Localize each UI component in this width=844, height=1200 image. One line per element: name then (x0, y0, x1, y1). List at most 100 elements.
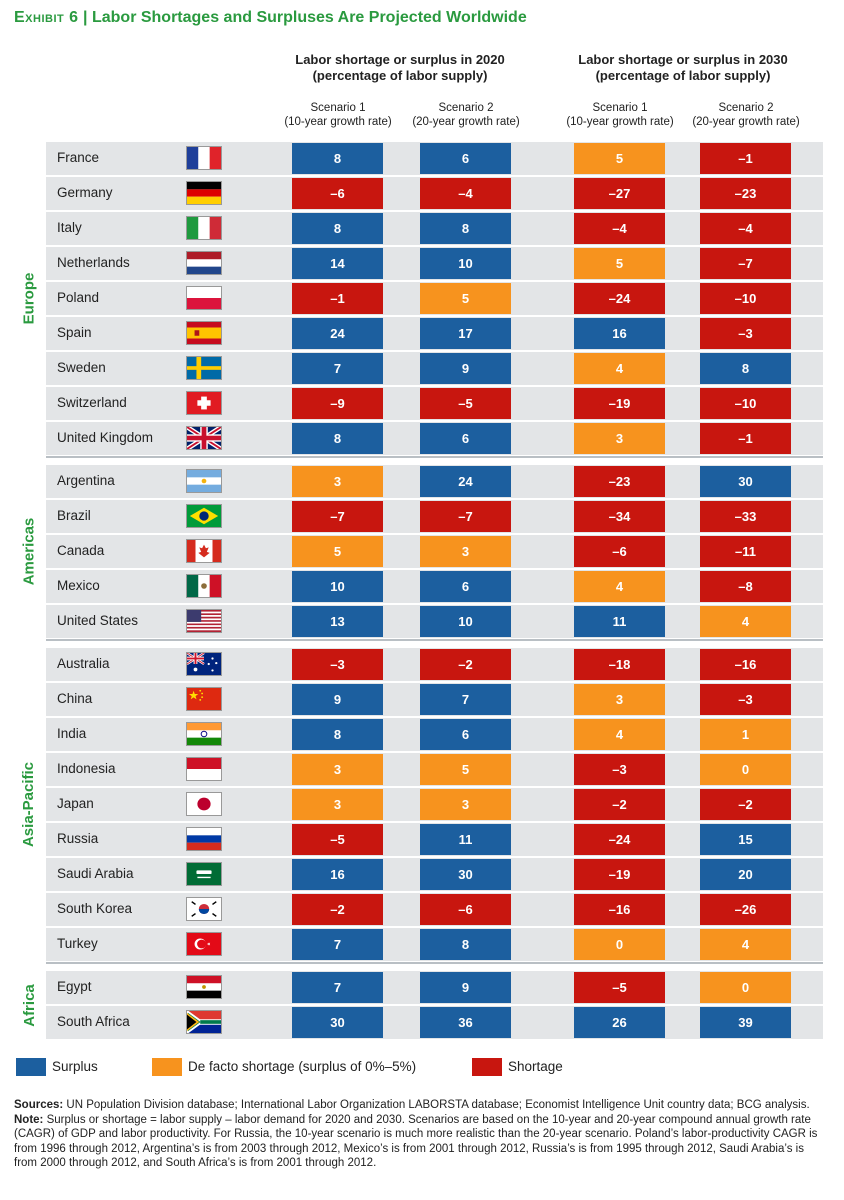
country-label-saudi-arabia: Saudi Arabia (57, 866, 134, 881)
value-cell-russia-2020-scenario-1: –5 (292, 824, 383, 855)
united-kingdom-flag-icon (186, 426, 222, 450)
india-flag-icon (186, 722, 222, 746)
sources-label: Sources: (14, 1099, 64, 1111)
value-cell-japan-2030-scenario-2: –2 (700, 789, 791, 820)
brazil-flag-icon (186, 504, 222, 528)
header-2020-scenario-1: Scenario 1 (10-year growth rate) (284, 102, 392, 128)
header-2030: Labor shortage or surplus in 2030 (perce… (578, 52, 788, 83)
note-line: Note: Surplus or shortage = labor supply… (14, 1113, 824, 1171)
value-cell-germany-2020-scenario-2: –4 (420, 178, 511, 209)
value-cell-spain-2030-scenario-2: –3 (700, 318, 791, 349)
poland-flag-icon (186, 286, 222, 310)
country-label-australia: Australia (57, 656, 110, 671)
title-separator: | (83, 9, 88, 26)
value-cell-france-2020-scenario-2: 6 (420, 143, 511, 174)
value-cell-netherlands-2030-scenario-2: –7 (700, 248, 791, 279)
value-cell-poland-2020-scenario-1: –1 (292, 283, 383, 314)
value-cell-china-2030-scenario-2: –3 (700, 684, 791, 715)
value-cell-spain-2020-scenario-1: 24 (292, 318, 383, 349)
value-cell-mexico-2020-scenario-2: 6 (420, 571, 511, 602)
sweden-flag-icon (186, 356, 222, 380)
value-cell-egypt-2030-scenario-1: –5 (574, 972, 665, 1003)
value-cell-italy-2030-scenario-1: –4 (574, 213, 665, 244)
turkey-flag-icon (186, 932, 222, 956)
value-cell-south-africa-2030-scenario-1: 26 (574, 1007, 665, 1038)
value-cell-argentina-2020-scenario-2: 24 (420, 466, 511, 497)
value-cell-saudi-arabia-2020-scenario-2: 30 (420, 859, 511, 890)
value-cell-saudi-arabia-2020-scenario-1: 16 (292, 859, 383, 890)
value-cell-canada-2020-scenario-1: 5 (292, 536, 383, 567)
value-cell-indonesia-2030-scenario-2: 0 (700, 754, 791, 785)
value-cell-france-2020-scenario-1: 8 (292, 143, 383, 174)
value-cell-canada-2030-scenario-2: –11 (700, 536, 791, 567)
country-label-russia: Russia (57, 831, 99, 846)
value-cell-united-kingdom-2020-scenario-1: 8 (292, 423, 383, 454)
value-cell-australia-2020-scenario-2: –2 (420, 649, 511, 680)
australia-flag-icon (186, 652, 222, 676)
value-cell-canada-2030-scenario-1: –6 (574, 536, 665, 567)
country-label-spain: Spain (57, 325, 92, 340)
value-cell-indonesia-2020-scenario-1: 3 (292, 754, 383, 785)
japan-flag-icon (186, 792, 222, 816)
value-cell-united-states-2030-scenario-2: 4 (700, 606, 791, 637)
mexico-flag-icon (186, 574, 222, 598)
region-separator (46, 639, 823, 641)
country-label-germany: Germany (57, 185, 113, 200)
country-label-china: China (57, 691, 93, 706)
value-cell-united-states-2030-scenario-1: 11 (574, 606, 665, 637)
country-label-italy: Italy (57, 220, 82, 235)
legend-shortage-label: Shortage (508, 1059, 563, 1074)
value-cell-south-korea-2020-scenario-1: –2 (292, 894, 383, 925)
switzerland-flag-icon (186, 391, 222, 415)
value-cell-australia-2030-scenario-1: –18 (574, 649, 665, 680)
value-cell-sweden-2020-scenario-2: 9 (420, 353, 511, 384)
value-cell-argentina-2030-scenario-2: 30 (700, 466, 791, 497)
country-label-south-africa: South Africa (57, 1014, 130, 1029)
value-cell-switzerland-2020-scenario-1: –9 (292, 388, 383, 419)
france-flag-icon (186, 146, 222, 170)
value-cell-italy-2030-scenario-2: –4 (700, 213, 791, 244)
value-cell-united-kingdom-2030-scenario-2: –1 (700, 423, 791, 454)
value-cell-india-2020-scenario-1: 8 (292, 719, 383, 750)
value-cell-china-2030-scenario-1: 3 (574, 684, 665, 715)
header-2020-scenario-2: Scenario 2 (20-year growth rate) (412, 102, 520, 128)
header-2020: Labor shortage or surplus in 2020 (perce… (295, 52, 505, 83)
value-cell-netherlands-2020-scenario-2: 10 (420, 248, 511, 279)
value-cell-south-africa-2020-scenario-1: 30 (292, 1007, 383, 1038)
value-cell-brazil-2030-scenario-2: –33 (700, 501, 791, 532)
value-cell-egypt-2020-scenario-2: 9 (420, 972, 511, 1003)
legend-defacto-label: De facto shortage (surplus of 0%–5%) (188, 1059, 417, 1074)
country-label-india: India (57, 726, 87, 741)
country-label-japan: Japan (57, 796, 94, 811)
value-cell-brazil-2020-scenario-1: –7 (292, 501, 383, 532)
note-text: Surplus or shortage = labor supply – lab… (14, 1113, 818, 1170)
value-cell-netherlands-2020-scenario-1: 14 (292, 248, 383, 279)
region-label-europe: Europe (20, 272, 38, 325)
value-cell-poland-2030-scenario-2: –10 (700, 283, 791, 314)
value-cell-united-kingdom-2020-scenario-2: 6 (420, 423, 511, 454)
value-cell-switzerland-2030-scenario-1: –19 (574, 388, 665, 419)
value-cell-china-2020-scenario-1: 9 (292, 684, 383, 715)
value-cell-turkey-2020-scenario-1: 7 (292, 929, 383, 960)
country-label-canada: Canada (57, 543, 105, 558)
netherlands-flag-icon (186, 251, 222, 275)
italy-flag-icon (186, 216, 222, 240)
value-cell-netherlands-2030-scenario-1: 5 (574, 248, 665, 279)
value-cell-france-2030-scenario-2: –1 (700, 143, 791, 174)
country-label-egypt: Egypt (57, 979, 92, 994)
country-label-indonesia: Indonesia (57, 761, 116, 776)
value-cell-japan-2030-scenario-1: –2 (574, 789, 665, 820)
value-cell-mexico-2020-scenario-1: 10 (292, 571, 383, 602)
value-cell-france-2030-scenario-1: 5 (574, 143, 665, 174)
value-cell-australia-2020-scenario-1: –3 (292, 649, 383, 680)
country-label-mexico: Mexico (57, 578, 100, 593)
value-cell-south-korea-2020-scenario-2: –6 (420, 894, 511, 925)
region-label-americas: Americas (20, 517, 38, 586)
united-states-flag-icon (186, 609, 222, 633)
value-cell-indonesia-2030-scenario-1: –3 (574, 754, 665, 785)
country-label-poland: Poland (57, 290, 100, 305)
header-2030-scenario-1: Scenario 1 (10-year growth rate) (566, 102, 674, 128)
value-cell-switzerland-2020-scenario-2: –5 (420, 388, 511, 419)
country-label-united-kingdom: United Kingdom (57, 430, 154, 445)
value-cell-poland-2020-scenario-2: 5 (420, 283, 511, 314)
